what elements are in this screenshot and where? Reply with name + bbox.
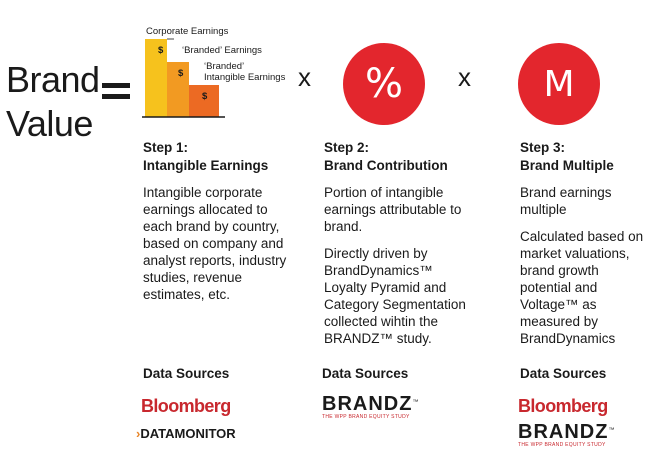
branded-earnings-label: ‘Branded’ Earnings: [182, 45, 262, 56]
step3-number: Step 3:: [520, 140, 566, 155]
step3-paragraph-1: Brand earnings multiple: [520, 185, 612, 217]
step2-paragraph-2: Directly driven by BrandDynamics™ Loyalt…: [324, 246, 466, 346]
step3-title: Step 3: Brand Multiple: [520, 139, 614, 175]
percent-symbol: %: [364, 61, 403, 107]
step1-description: Intangible corporate earnings allocated …: [143, 184, 291, 313]
brandz-wordmark: BRANDZ: [322, 393, 413, 415]
dollar-icon-branded: $: [178, 68, 184, 79]
step2-paragraph-1: Portion of intangible earnings attributa…: [324, 185, 462, 234]
bloomberg-logo: Bloomberg: [141, 396, 231, 416]
earnings-bars-graphic: [142, 38, 225, 118]
brandz-wordmark-step3: BRANDZ: [518, 421, 609, 443]
step2-name: Brand Contribution: [324, 158, 448, 173]
step2-title: Step 2: Brand Contribution: [324, 139, 448, 175]
intangible-earnings-label: ‘Branded’ Intangible Earnings: [204, 61, 285, 83]
datamonitor-chevron-icon: ›: [136, 426, 141, 441]
step1-data-sources-label: Data Sources: [143, 366, 230, 381]
step2-data-sources-label: Data Sources: [322, 366, 409, 381]
intangible-label-line2: Intangible Earnings: [204, 72, 286, 83]
datamonitor-wordmark: DATAMONITOR: [140, 426, 236, 441]
step1-title: Step 1: Intangible Earnings: [143, 139, 268, 175]
datamonitor-logo: ›DATAMONITOR: [136, 426, 236, 441]
brandz-tagline: THE WPP BRAND EQUITY STUDY: [322, 414, 410, 420]
step3-description: Brand earnings multiple Calculated based…: [520, 184, 648, 357]
step3-paragraph-2: Calculated based on market valuations, b…: [520, 229, 644, 346]
corporate-earnings-bar: [145, 39, 167, 117]
equals-sign: [102, 80, 130, 102]
step1-name: Intangible Earnings: [143, 158, 269, 173]
brand-value-line2: Value: [6, 103, 93, 144]
brandz-tm-step3: ™: [608, 427, 615, 434]
multiple-circle-icon: M: [518, 43, 600, 125]
step3-data-sources-label: Data Sources: [520, 366, 607, 381]
corporate-earnings-label: Corporate Earnings: [146, 26, 229, 37]
branded-earnings-bar: [167, 62, 189, 117]
brand-value-label: Brand Value: [6, 58, 100, 146]
step1-number: Step 1:: [143, 140, 189, 155]
step1-paragraph: Intangible corporate earnings allocated …: [143, 185, 287, 302]
multiple-symbol: M: [543, 63, 575, 105]
step2-description: Portion of intangible earnings attributa…: [324, 184, 474, 357]
times-sign-2: x: [458, 62, 471, 92]
intangible-earnings-bar: [189, 85, 219, 117]
dollar-icon-intangible: $: [202, 91, 208, 102]
bloomberg-logo-step3: Bloomberg: [518, 396, 608, 416]
brandz-tagline-step3: THE WPP BRAND EQUITY STUDY: [518, 442, 606, 448]
dollar-icon-corporate: $: [158, 45, 164, 56]
step2-number: Step 2:: [324, 140, 370, 155]
percent-circle-icon: %: [343, 43, 425, 125]
step3-name: Brand Multiple: [520, 158, 614, 173]
intangible-label-line1: ‘Branded’: [204, 61, 245, 72]
brandz-logo: BRANDZ™ THE WPP BRAND EQUITY STUDY: [322, 393, 418, 420]
times-sign-1: x: [298, 62, 311, 92]
brandz-logo-step3: BRANDZ™ THE WPP BRAND EQUITY STUDY: [518, 421, 614, 448]
brandz-tm: ™: [412, 399, 419, 406]
brand-value-line1: Brand: [6, 59, 100, 100]
